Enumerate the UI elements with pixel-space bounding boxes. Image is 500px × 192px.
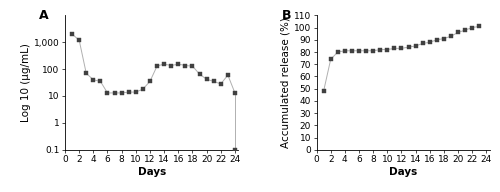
- X-axis label: Days: Days: [389, 167, 418, 177]
- Text: B: B: [282, 9, 292, 22]
- Y-axis label: Accumulated release (%): Accumulated release (%): [281, 17, 291, 148]
- X-axis label: Days: Days: [138, 167, 166, 177]
- Y-axis label: Log 10 (μg/mL): Log 10 (μg/mL): [21, 43, 31, 122]
- Text: A: A: [39, 9, 48, 22]
